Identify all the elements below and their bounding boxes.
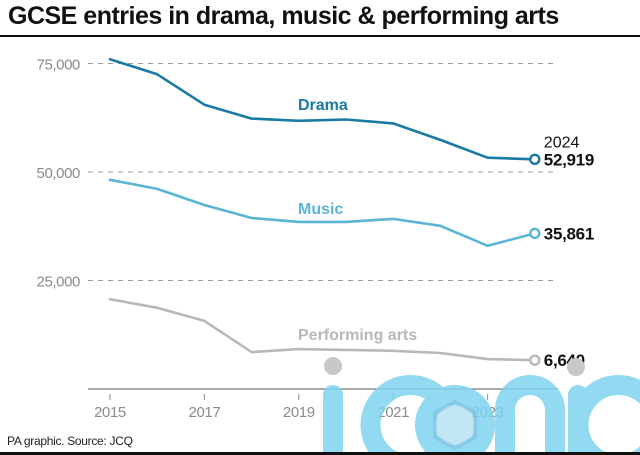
- source-note: PA graphic. Source: JCQ: [7, 434, 133, 448]
- x-tick-label: 2019: [283, 404, 315, 421]
- drama-line: [108, 57, 537, 161]
- end-year-label: 2024: [544, 134, 580, 151]
- performing-arts-end-value: 6,640: [544, 351, 585, 370]
- x-tick-label: 2023: [472, 404, 504, 421]
- music-end-marker: [529, 227, 541, 240]
- x-tick-label: 2017: [189, 404, 221, 421]
- drama-series-label: Drama: [298, 97, 348, 114]
- x-axis-ticks: 2015 2017 2019 2021 2023: [94, 394, 504, 421]
- music-line: [108, 178, 537, 248]
- chart-title: GCSE entries in drama, music & performin…: [8, 2, 559, 30]
- series-lines: [108, 57, 541, 366]
- title-divider: [0, 35, 640, 37]
- y-tick-label: 25,000: [37, 274, 81, 291]
- drama-end-marker: [529, 153, 541, 166]
- music-end-value: 35,861: [544, 224, 594, 243]
- bottom-divider: [0, 452, 640, 455]
- drama-end-value: 52,919: [544, 150, 594, 169]
- music-series-label: Music: [298, 201, 343, 218]
- x-tick-label: 2015: [94, 404, 126, 421]
- x-tick-label: 2021: [377, 404, 409, 421]
- y-tick-label: 50,000: [37, 165, 81, 182]
- gridlines: [88, 63, 558, 281]
- y-axis-ticks: 25,000 50,000 75,000: [37, 57, 81, 291]
- performing-arts-line: [108, 297, 537, 362]
- performing-arts-end-marker: [529, 354, 541, 366]
- performing-arts-series-label: Performing arts: [298, 327, 417, 344]
- y-tick-label: 75,000: [37, 57, 81, 74]
